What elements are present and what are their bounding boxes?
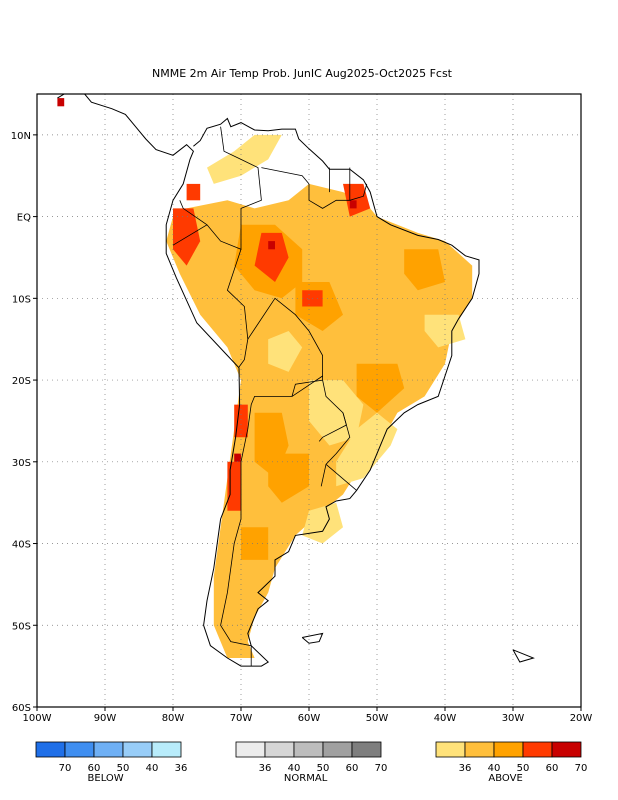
- legend-value: 50: [317, 763, 330, 774]
- legend-value: 36: [459, 763, 472, 774]
- graticule: [37, 94, 581, 707]
- probability-region: [268, 453, 309, 503]
- legend-swatch: [151, 741, 182, 758]
- legend-below: 70 60 50 40 36 BELOW: [35, 741, 188, 784]
- x-tick-label: 80W: [162, 713, 185, 724]
- probability-region: [234, 453, 241, 462]
- legend-swatch: [235, 741, 266, 758]
- legend-swatch: [322, 741, 353, 758]
- country-border: [291, 375, 323, 397]
- x-tick-label: 30W: [502, 713, 525, 724]
- probability-region: [254, 232, 289, 282]
- legend-caption: ABOVE: [488, 773, 522, 784]
- legend-swatch: [551, 741, 582, 758]
- probability-shading: [57, 98, 473, 658]
- x-tick-label: 50W: [366, 713, 389, 724]
- coastline: [301, 632, 324, 644]
- country-border: [179, 126, 262, 250]
- probability-region: [268, 241, 275, 250]
- legend-value: 50: [517, 763, 530, 774]
- probability-region: [349, 200, 357, 209]
- legend-value: 40: [288, 763, 301, 774]
- legend-swatch: [264, 741, 295, 758]
- y-tick-label: 40S: [12, 540, 31, 551]
- legend-value: 70: [575, 763, 588, 774]
- legend-normal: 36 40 50 60 70 NORMAL: [235, 741, 388, 784]
- legend-value: 60: [88, 763, 101, 774]
- probability-region: [234, 404, 248, 438]
- legend-swatch: [293, 741, 324, 758]
- legend-value: 36: [175, 763, 188, 774]
- legend-swatch: [122, 741, 153, 758]
- legend-caption: NORMAL: [284, 773, 328, 784]
- legend-value: 70: [375, 763, 388, 774]
- probability-region: [356, 363, 405, 413]
- country-border: [261, 167, 310, 185]
- legend-value: 40: [488, 763, 501, 774]
- legend-above: 36 40 50 60 70 ABOVE: [435, 741, 588, 784]
- probability-region: [336, 412, 398, 487]
- x-tick-label: 40W: [434, 713, 457, 724]
- y-tick-label: 10S: [12, 294, 31, 305]
- country-border: [308, 183, 368, 209]
- probability-region: [309, 380, 364, 446]
- y-tick-label: 10N: [11, 131, 31, 142]
- probability-region: [241, 527, 269, 560]
- y-tick-label: 30S: [12, 458, 31, 469]
- coastline: [512, 649, 535, 663]
- axis-labels: 100W 90W 80W 70W 60W 50W 40W 30W 20W 10N EQ 10S 20S 3…: [11, 131, 593, 724]
- y-tick-label: 20S: [12, 376, 31, 387]
- legend-swatch: [93, 741, 124, 758]
- legend-value: 70: [59, 763, 72, 774]
- legend-value: 60: [546, 763, 559, 774]
- legend-swatch: [522, 741, 553, 758]
- legend-value: 50: [117, 763, 130, 774]
- legend-swatch: [493, 741, 524, 758]
- x-tick-label: 90W: [94, 713, 117, 724]
- y-tick-label: 60S: [12, 703, 31, 714]
- country-border: [220, 297, 324, 667]
- country-border: [325, 463, 357, 491]
- x-tick-label: 70W: [230, 713, 253, 724]
- coastlines: [57, 94, 535, 667]
- x-tick-label: 100W: [23, 713, 52, 724]
- y-tick-label: EQ: [17, 213, 31, 224]
- probability-region: [268, 331, 303, 372]
- legend-swatch: [464, 741, 495, 758]
- legend-value: 36: [259, 763, 272, 774]
- probability-region: [404, 249, 445, 291]
- probability-region: [207, 134, 282, 184]
- legend-value: 40: [146, 763, 159, 774]
- legend-caption: BELOW: [88, 773, 124, 784]
- country-border: [172, 224, 208, 246]
- country-border: [320, 412, 351, 487]
- country-border: [226, 249, 249, 368]
- probability-region: [57, 98, 65, 107]
- legend-value: 60: [346, 763, 359, 774]
- legend-swatch: [435, 741, 466, 758]
- probability-region: [227, 461, 241, 511]
- probability-region: [424, 314, 466, 348]
- probability-region: [186, 183, 201, 201]
- coastline: [57, 94, 480, 667]
- x-tick-label: 60W: [298, 713, 321, 724]
- y-tick-label: 50S: [12, 621, 31, 632]
- legend-swatch: [35, 741, 66, 758]
- legend-swatch: [64, 741, 95, 758]
- legend-swatch: [351, 741, 382, 758]
- map-title: NMME 2m Air Temp Prob. JunIC Aug2025-Oct…: [152, 67, 453, 80]
- country-borders: [172, 126, 368, 667]
- x-tick-label: 20W: [570, 713, 593, 724]
